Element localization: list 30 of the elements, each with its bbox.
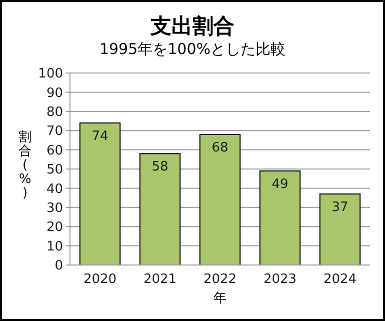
y-axis-title: 割合(%) [18,130,32,201]
y-tick-label: 50 [46,162,63,178]
x-tick-label: 2020 [83,272,117,287]
data-label: 37 [332,200,348,215]
y-tick-label: 60 [46,143,63,158]
bar [319,193,361,266]
x-tick-label: 2023 [263,272,297,287]
y-tick-label: 30 [46,200,63,216]
x-tick-label: 2021 [143,272,177,287]
bar [259,170,301,266]
chart-subtitle: 1995年を100%とした比較 [99,40,286,58]
y-tick-label: 10 [46,239,63,254]
y-tick-label: 100 [38,66,63,82]
y-tick-label: 40 [46,182,63,197]
y-tick-label: 70 [46,124,63,140]
bar [79,122,121,266]
y-tick-label: 80 [46,104,63,120]
x-axis-title: 年 [214,291,226,306]
x-tick-label: 2024 [323,272,357,287]
data-label: 74 [92,128,108,144]
y-tick-label: 20 [46,220,63,236]
data-label: 49 [272,176,288,192]
y-tick-label: 90 [46,86,63,101]
data-label: 68 [212,140,228,156]
y-tick-label: 0 [54,258,63,274]
bar [139,153,181,266]
bar [199,134,241,266]
x-tick-label: 2022 [203,272,237,287]
chart-title: 支出割合 [150,14,234,38]
data-label: 58 [152,160,168,175]
